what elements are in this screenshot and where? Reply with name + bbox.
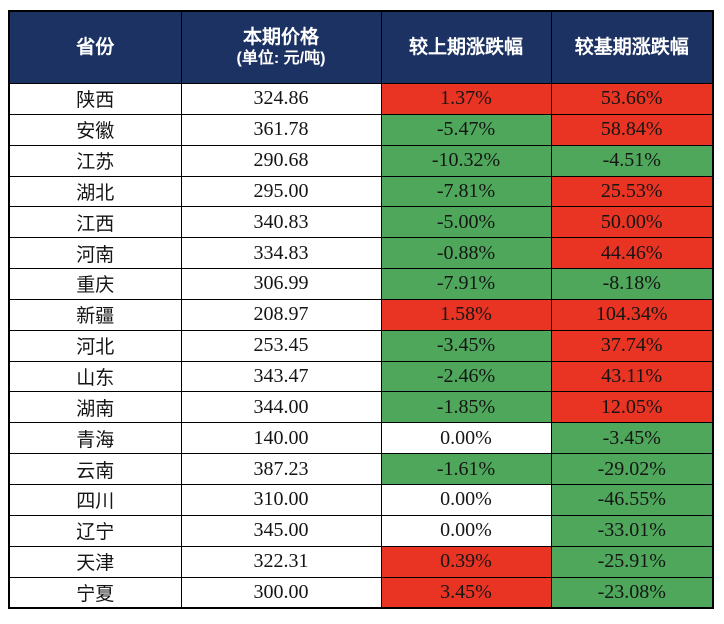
- price-cell: 361.78: [180, 113, 382, 146]
- price-cell: 300.00: [180, 576, 382, 609]
- province-cell: 辽宁: [8, 514, 182, 547]
- table-row: 宁夏 300.00 3.45% -23.08%: [8, 576, 714, 609]
- province-cell: 新疆: [8, 298, 182, 331]
- change-vs-base-cell: 58.84%: [550, 113, 714, 146]
- table-row: 重庆 306.99 -7.91% -8.18%: [8, 268, 714, 300]
- header-row: 省份 本期价格 (单位: 元/吨) 较上期涨跌幅 较基期涨跌幅: [8, 10, 714, 84]
- table-row: 辽宁 345.00 0.00% -33.01%: [8, 514, 714, 547]
- province-cell: 湖北: [8, 175, 182, 208]
- change-vs-base-cell: 12.05%: [550, 391, 714, 424]
- change-vs-previous-cell: 0.00%: [380, 514, 552, 547]
- price-cell: 322.31: [180, 545, 382, 578]
- province-cell: 天津: [8, 545, 182, 578]
- table-row: 安徽 361.78 -5.47% 58.84%: [8, 113, 714, 146]
- change-vs-base-cell: -8.18%: [550, 268, 714, 300]
- change-vs-base-cell: 37.74%: [550, 329, 714, 362]
- change-vs-previous-cell: -5.47%: [380, 113, 552, 146]
- table-row: 陕西 324.86 1.37% 53.66%: [8, 83, 714, 115]
- price-cell: 344.00: [180, 391, 382, 424]
- header-current-price: 本期价格 (单位: 元/吨): [180, 10, 382, 84]
- province-cell: 四川: [8, 483, 182, 516]
- change-vs-previous-cell: -0.88%: [380, 237, 552, 270]
- province-price-table: 省份 本期价格 (单位: 元/吨) 较上期涨跌幅 较基期涨跌幅 陕西 324.86…: [8, 10, 714, 610]
- header-change-vs-previous: 较上期涨跌幅: [380, 10, 552, 84]
- change-vs-base-cell: 53.66%: [550, 83, 714, 115]
- change-vs-base-cell: 44.46%: [550, 237, 714, 270]
- price-cell: 345.00: [180, 514, 382, 547]
- change-vs-previous-cell: -10.32%: [380, 144, 552, 177]
- header-province-label: 省份: [76, 36, 115, 58]
- table-row: 河南 334.83 -0.88% 44.46%: [8, 237, 714, 270]
- change-vs-base-cell: -3.45%: [550, 422, 714, 455]
- change-vs-previous-cell: 1.37%: [380, 83, 552, 115]
- province-cell: 青海: [8, 422, 182, 455]
- province-cell: 安徽: [8, 113, 182, 146]
- province-cell: 河北: [8, 329, 182, 362]
- table-row: 新疆 208.97 1.58% 104.34%: [8, 298, 714, 331]
- price-cell: 387.23: [180, 453, 382, 485]
- change-vs-previous-cell: -1.61%: [380, 453, 552, 485]
- province-cell: 云南: [8, 453, 182, 485]
- table-row: 天津 322.31 0.39% -25.91%: [8, 545, 714, 578]
- table-body: 陕西 324.86 1.37% 53.66% 安徽 361.78 -5.47% 58.84% 江…: [8, 83, 714, 609]
- change-vs-base-cell: -23.08%: [550, 576, 714, 609]
- change-vs-base-cell: -4.51%: [550, 144, 714, 177]
- change-vs-base-cell: 50.00%: [550, 206, 714, 239]
- header-current-price-unit: (单位: 元/吨): [236, 50, 326, 68]
- change-vs-base-cell: -33.01%: [550, 514, 714, 547]
- change-vs-previous-cell: 0.39%: [380, 545, 552, 578]
- price-cell: 306.99: [180, 268, 382, 300]
- price-cell: 253.45: [180, 329, 382, 362]
- price-cell: 340.83: [180, 206, 382, 239]
- province-cell: 山东: [8, 360, 182, 393]
- table-row: 四川 310.00 0.00% -46.55%: [8, 483, 714, 516]
- table-row: 江西 340.83 -5.00% 50.00%: [8, 206, 714, 239]
- table-row: 江苏 290.68 -10.32% -4.51%: [8, 144, 714, 177]
- province-cell: 宁夏: [8, 576, 182, 609]
- header-province: 省份: [8, 10, 182, 84]
- province-cell: 江西: [8, 206, 182, 239]
- price-cell: 324.86: [180, 83, 382, 115]
- change-vs-base-cell: 43.11%: [550, 360, 714, 393]
- change-vs-previous-cell: -7.91%: [380, 268, 552, 300]
- change-vs-previous-cell: 0.00%: [380, 483, 552, 516]
- change-vs-previous-cell: -1.85%: [380, 391, 552, 424]
- price-cell: 343.47: [180, 360, 382, 393]
- change-vs-previous-cell: 0.00%: [380, 422, 552, 455]
- change-vs-base-cell: 25.53%: [550, 175, 714, 208]
- change-vs-base-cell: -29.02%: [550, 453, 714, 485]
- change-vs-previous-cell: 1.58%: [380, 298, 552, 331]
- table-row: 湖南 344.00 -1.85% 12.05%: [8, 391, 714, 424]
- header-change-vs-base: 较基期涨跌幅: [550, 10, 714, 84]
- header-current-price-label: 本期价格: [242, 26, 319, 48]
- change-vs-previous-cell: -5.00%: [380, 206, 552, 239]
- change-vs-previous-cell: -3.45%: [380, 329, 552, 362]
- table-row: 湖北 295.00 -7.81% 25.53%: [8, 175, 714, 208]
- price-cell: 290.68: [180, 144, 382, 177]
- price-cell: 334.83: [180, 237, 382, 270]
- change-vs-previous-cell: 3.45%: [380, 576, 552, 609]
- header-change-vs-base-label: 较基期涨跌幅: [574, 36, 689, 58]
- table-row: 山东 343.47 -2.46% 43.11%: [8, 360, 714, 393]
- province-cell: 河南: [8, 237, 182, 270]
- table-row: 河北 253.45 -3.45% 37.74%: [8, 329, 714, 362]
- change-vs-base-cell: -25.91%: [550, 545, 714, 578]
- header-change-vs-previous-label: 较上期涨跌幅: [408, 36, 523, 58]
- province-cell: 湖南: [8, 391, 182, 424]
- price-cell: 140.00: [180, 422, 382, 455]
- table-header: 省份 本期价格 (单位: 元/吨) 较上期涨跌幅 较基期涨跌幅: [8, 10, 714, 84]
- change-vs-previous-cell: -2.46%: [380, 360, 552, 393]
- price-cell: 310.00: [180, 483, 382, 516]
- province-cell: 陕西: [8, 83, 182, 115]
- price-cell: 295.00: [180, 175, 382, 208]
- table-row: 云南 387.23 -1.61% -29.02%: [8, 453, 714, 485]
- province-cell: 重庆: [8, 268, 182, 300]
- table-row: 青海 140.00 0.00% -3.45%: [8, 422, 714, 455]
- change-vs-previous-cell: -7.81%: [380, 175, 552, 208]
- change-vs-base-cell: 104.34%: [550, 298, 714, 331]
- province-cell: 江苏: [8, 144, 182, 177]
- change-vs-base-cell: -46.55%: [550, 483, 714, 516]
- price-cell: 208.97: [180, 298, 382, 331]
